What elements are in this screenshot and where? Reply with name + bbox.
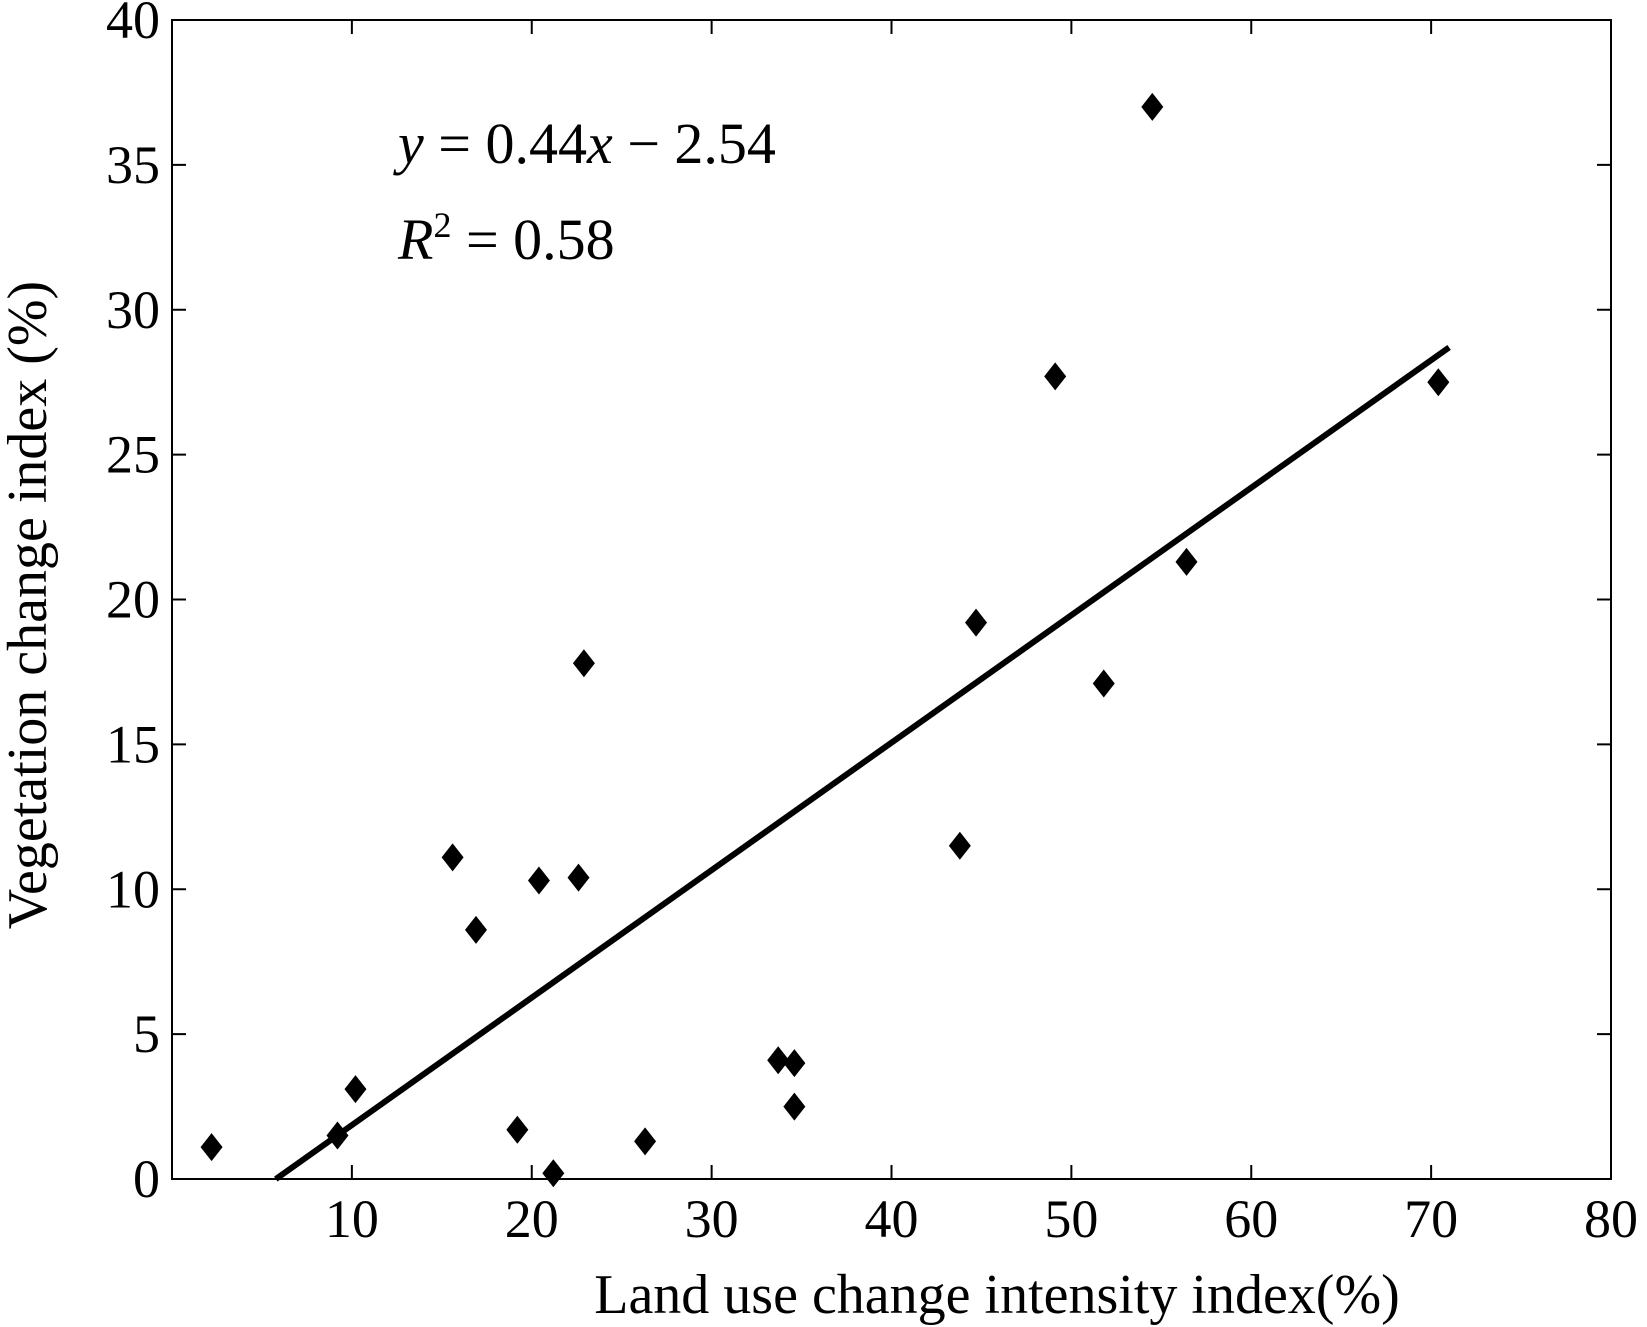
data-points (200, 92, 1450, 1188)
x-tick-label: 70 (1404, 1189, 1458, 1249)
data-point (464, 915, 487, 944)
x-axis-title: Land use change intensity index(%) (594, 1264, 1400, 1326)
x-tick-label: 60 (1224, 1189, 1278, 1249)
data-point (344, 1075, 367, 1104)
data-point (441, 843, 464, 872)
data-point (948, 831, 971, 860)
data-point (326, 1121, 349, 1150)
data-point (567, 863, 590, 892)
data-point (200, 1133, 223, 1162)
data-point (1427, 368, 1450, 397)
regression-line (274, 344, 1451, 1182)
y-tick-label: 20 (106, 570, 160, 630)
data-point (1141, 92, 1164, 121)
tick-labels: 10 20 30 40 50 60 70 80 0 5 10 15 20 25 30 35 40 (106, 0, 1638, 1249)
data-point (527, 866, 550, 895)
data-point (783, 1092, 806, 1121)
x-tick-label: 20 (505, 1189, 559, 1249)
plot-frame (171, 19, 1612, 1180)
data-point (572, 649, 595, 678)
data-point (783, 1049, 806, 1078)
x-tick-label: 80 (1584, 1189, 1638, 1249)
data-point (1092, 669, 1115, 698)
x-tick-label: 10 (325, 1189, 379, 1249)
plot-area (171, 19, 1612, 1180)
x-tick-label: 40 (865, 1189, 919, 1249)
data-point (634, 1127, 657, 1156)
data-point (1044, 362, 1067, 391)
data-point (965, 608, 988, 637)
y-tick-label: 10 (106, 859, 160, 919)
x-tick-label: 30 (685, 1189, 739, 1249)
r-squared-annotation: R2 = 0.58 (397, 205, 615, 272)
data-point (506, 1115, 529, 1144)
y-tick-label: 15 (106, 714, 160, 774)
data-point (1175, 547, 1198, 576)
y-tick-label: 25 (106, 425, 160, 485)
data-point (542, 1159, 565, 1188)
axis-ticks (172, 19, 1612, 1180)
x-tick-label: 50 (1044, 1189, 1098, 1249)
y-axis-title: Vegetation change index (%) (0, 281, 59, 929)
y-tick-label: 40 (106, 0, 160, 50)
data-point (767, 1046, 790, 1075)
y-tick-label: 5 (133, 1004, 160, 1064)
y-tick-label: 0 (133, 1149, 160, 1209)
regression-equation: y = 0.44x − 2.54 (393, 111, 776, 176)
y-tick-label: 30 (106, 280, 160, 340)
y-tick-label: 35 (106, 135, 160, 195)
regression-line-layer (274, 344, 1451, 1182)
